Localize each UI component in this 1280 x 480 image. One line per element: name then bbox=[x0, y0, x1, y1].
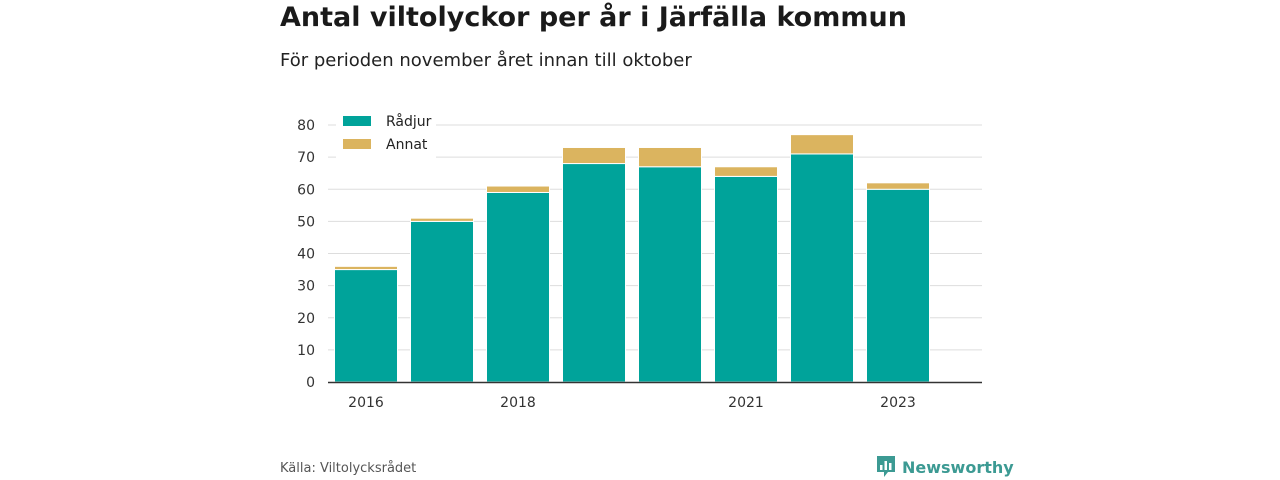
annat-bar bbox=[562, 146, 626, 165]
y-tick-label: 30 bbox=[297, 279, 315, 295]
radjur-bar bbox=[334, 269, 398, 383]
brand-name: Newsworthy bbox=[902, 457, 1014, 477]
annat-bar bbox=[714, 166, 778, 177]
annat-bar bbox=[486, 185, 550, 193]
newsworthy-logo[interactable]: Newsworthy bbox=[876, 455, 1014, 479]
y-tick-label: 20 bbox=[297, 311, 315, 327]
bars bbox=[334, 134, 930, 383]
annat-bar bbox=[638, 146, 702, 168]
legend-background bbox=[336, 106, 436, 158]
annat-bar bbox=[410, 217, 474, 222]
annat-bar bbox=[790, 134, 854, 155]
x-tick-label: 2016 bbox=[348, 395, 384, 411]
chart-title: Antal viltolyckor per år i Järfälla komm… bbox=[280, 2, 907, 33]
legend-label: Rådjur bbox=[386, 113, 432, 130]
legend-swatch bbox=[343, 139, 371, 149]
annat-bar bbox=[866, 182, 930, 190]
x-tick-label: 2018 bbox=[500, 395, 536, 411]
source-note: Källa: Viltolycksrådet bbox=[280, 461, 417, 476]
legend: Rådjur Annat bbox=[336, 106, 436, 158]
y-tick-label: 80 bbox=[297, 118, 315, 134]
legend-swatch bbox=[343, 116, 371, 126]
radjur-bar bbox=[410, 220, 474, 383]
y-tick-label: 0 bbox=[306, 375, 315, 391]
x-tick-label: 2023 bbox=[880, 395, 916, 411]
radjur-bar bbox=[486, 191, 550, 383]
radjur-bar bbox=[714, 175, 778, 383]
y-tick-label: 40 bbox=[297, 247, 315, 263]
chart-subtitle: För perioden november året innan till ok… bbox=[280, 50, 692, 71]
legend-label: Annat bbox=[386, 137, 428, 153]
x-tick-label: 2021 bbox=[728, 395, 764, 411]
y-tick-label: 60 bbox=[297, 182, 315, 198]
axes: 0 10 20 30 40 50 60 70 80 2016 2018 2021 2023 bbox=[297, 118, 982, 411]
annat-bar bbox=[334, 265, 398, 271]
radjur-bar bbox=[562, 163, 626, 383]
y-tick-label: 50 bbox=[297, 214, 315, 230]
radjur-bar bbox=[638, 166, 702, 383]
y-tick-label: 10 bbox=[297, 343, 315, 359]
radjur-bar bbox=[866, 188, 930, 383]
radjur-bar bbox=[790, 153, 854, 383]
newsworthy-icon bbox=[877, 456, 895, 477]
y-tick-label: 70 bbox=[297, 150, 315, 166]
